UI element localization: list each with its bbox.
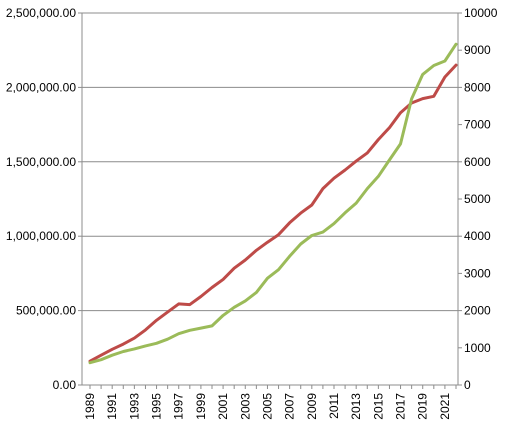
right-y-tick-label: 1000 xyxy=(464,341,491,355)
right-y-tick-label: 0 xyxy=(464,378,471,392)
right-y-tick-label: 5000 xyxy=(464,192,491,206)
x-tick-label: 2015 xyxy=(371,393,385,420)
x-tick-label: 2003 xyxy=(238,393,252,420)
left-y-tick-label: 1,000,000.00 xyxy=(6,229,76,243)
gridlines xyxy=(82,12,458,386)
x-tick-label: 2017 xyxy=(394,393,408,420)
x-tick-label: 1993 xyxy=(127,393,141,420)
left-y-tick-label: 2,000,000.00 xyxy=(6,80,76,94)
x-tick-label: 2007 xyxy=(283,393,297,420)
x-tick-label: 2013 xyxy=(349,393,363,420)
x-tick-label: 2021 xyxy=(438,393,452,420)
left-y-tick-label: 1,500,000.00 xyxy=(6,155,76,169)
x-tick-label: 2001 xyxy=(216,393,230,420)
right-y-tick-label: 10000 xyxy=(464,6,498,20)
left-y-axis-tick-labels: 0.00 500,000.00 1,000,000.00 1,500,000.00 2,… xyxy=(6,6,76,392)
x-tick-label: 1999 xyxy=(194,393,208,420)
series-line-left-axis xyxy=(88,63,458,363)
series-line-right-axis xyxy=(88,42,458,365)
right-y-tick-label: 9000 xyxy=(464,43,491,57)
left-y-tick-label: 2,500,000.00 xyxy=(6,6,76,20)
x-axis-tick-labels: 1989 1991 1993 1995 1997 1999 2001 2003 2005 2007… xyxy=(83,393,452,420)
x-tick-label: 1991 xyxy=(105,393,119,420)
x-tick-label: 2011 xyxy=(327,393,341,419)
x-tick-label: 1997 xyxy=(172,393,186,420)
series-lines xyxy=(88,42,458,365)
x-tick-label: 2009 xyxy=(305,393,319,420)
x-tick-label: 2019 xyxy=(416,393,430,420)
right-y-tick-label: 4000 xyxy=(464,229,491,243)
axes xyxy=(78,12,462,389)
right-y-tick-label: 6000 xyxy=(464,155,491,169)
right-y-tick-label: 3000 xyxy=(464,266,491,280)
x-tick-label: 2005 xyxy=(260,393,274,420)
left-y-tick-label: 500,000.00 xyxy=(16,304,76,318)
right-y-tick-label: 2000 xyxy=(464,304,491,318)
right-y-axis-tick-labels: 0 1000 2000 3000 4000 5000 6000 7000 8000 9000 100… xyxy=(464,6,498,392)
right-y-tick-label: 7000 xyxy=(464,118,491,132)
x-tick-label: 1989 xyxy=(83,393,97,420)
x-tick-label: 1995 xyxy=(150,393,164,420)
right-y-tick-label: 8000 xyxy=(464,80,491,94)
left-y-tick-label: 0.00 xyxy=(53,378,77,392)
